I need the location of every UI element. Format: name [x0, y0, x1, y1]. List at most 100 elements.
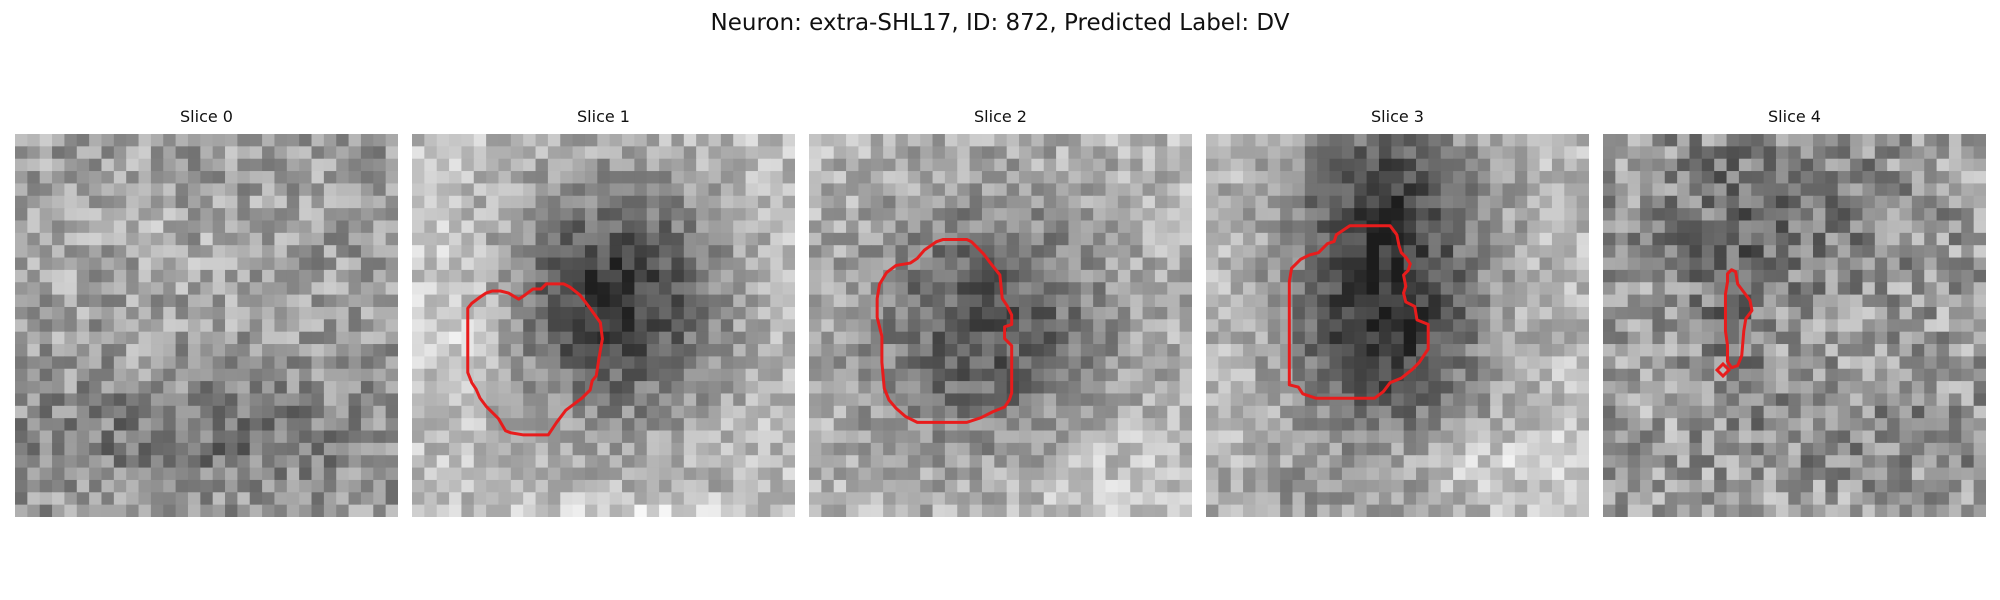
image-pixel	[39, 467, 53, 481]
image-pixel	[1056, 319, 1070, 333]
image-pixel	[1453, 319, 1467, 333]
image-pixel	[1689, 282, 1703, 296]
image-pixel	[560, 134, 574, 147]
image-pixel	[385, 368, 398, 382]
image-pixel	[1366, 319, 1380, 333]
image-pixel	[412, 134, 425, 147]
image-pixel	[1800, 393, 1814, 407]
image-pixel	[1664, 195, 1678, 209]
image-pixel	[498, 467, 512, 481]
image-pixel	[64, 430, 78, 444]
image-pixel	[1701, 368, 1715, 382]
image-pixel	[1317, 146, 1331, 160]
image-pixel	[895, 356, 909, 370]
image-pixel	[1874, 134, 1888, 147]
image-pixel	[150, 418, 164, 432]
image-pixel	[634, 430, 648, 444]
image-pixel	[1255, 158, 1269, 172]
image-pixel	[696, 492, 710, 506]
image-pixel	[225, 344, 238, 357]
image-pixel	[1874, 158, 1888, 172]
image-pixel	[1527, 232, 1541, 246]
image-pixel	[473, 331, 487, 345]
image-pixel	[1117, 405, 1131, 419]
image-pixel	[1800, 368, 1814, 382]
image-pixel	[981, 294, 995, 308]
image-pixel	[1267, 418, 1281, 432]
image-pixel	[1206, 405, 1219, 419]
image-pixel	[473, 208, 487, 222]
image-pixel	[486, 393, 500, 407]
image-pixel	[336, 344, 350, 357]
image-pixel	[1775, 245, 1789, 259]
image-pixel	[1627, 158, 1641, 172]
image-pixel	[175, 195, 189, 209]
image-pixel	[846, 381, 860, 395]
image-pixel	[373, 393, 387, 407]
image-pixel	[1603, 356, 1616, 370]
image-pixel	[870, 158, 884, 172]
image-pixel	[101, 430, 115, 444]
image-pixel	[1267, 492, 1281, 506]
image-pixel	[286, 418, 300, 432]
image-pixel	[646, 455, 660, 469]
image-pixel	[212, 368, 226, 382]
image-pixel	[1255, 232, 1269, 246]
image-pixel	[360, 479, 374, 493]
image-pixel	[89, 134, 103, 147]
image-pixel	[510, 479, 524, 493]
image-pixel	[1440, 381, 1454, 395]
image-pixel	[1664, 368, 1678, 382]
image-pixel	[584, 430, 598, 444]
image-pixel	[757, 492, 771, 506]
image-pixel	[1477, 418, 1491, 432]
image-pixel	[101, 146, 115, 160]
image-pixel	[1154, 381, 1168, 395]
image-pixel	[1093, 183, 1107, 197]
image-pixel	[373, 294, 387, 308]
image-pixel	[336, 479, 350, 493]
image-pixel	[671, 245, 685, 259]
image-pixel	[1206, 195, 1219, 209]
image-pixel	[1280, 504, 1294, 517]
image-pixel	[833, 467, 847, 481]
image-pixel	[1627, 430, 1641, 444]
image-pixel	[572, 269, 586, 283]
image-pixel	[1514, 381, 1528, 395]
image-pixel	[733, 319, 747, 333]
image-pixel	[858, 442, 872, 456]
image-pixel	[1477, 294, 1491, 308]
image-pixel	[461, 393, 475, 407]
image-pixel	[1117, 319, 1131, 333]
image-pixel	[1701, 405, 1715, 419]
image-pixel	[1056, 442, 1070, 456]
image-pixel	[1763, 331, 1777, 345]
image-pixel	[1615, 331, 1629, 345]
image-pixel	[15, 418, 28, 432]
image-pixel	[523, 195, 537, 209]
image-pixel	[920, 418, 934, 432]
image-pixel	[486, 356, 500, 370]
image-pixel	[1043, 245, 1057, 259]
image-pixel	[225, 282, 238, 296]
image-pixel	[683, 220, 697, 234]
image-pixel	[1615, 306, 1629, 320]
image-pixel	[1837, 319, 1851, 333]
image-pixel	[424, 146, 438, 160]
image-pixel	[1440, 306, 1454, 320]
image-pixel	[1627, 393, 1641, 407]
image-pixel	[286, 195, 300, 209]
image-pixel	[1230, 294, 1244, 308]
image-pixel	[994, 368, 1008, 382]
image-pixel	[659, 257, 673, 271]
image-pixel	[1813, 492, 1826, 506]
image-pixel	[708, 455, 722, 469]
image-pixel	[634, 269, 648, 283]
image-pixel	[1813, 232, 1826, 246]
image-pixel	[212, 134, 226, 147]
image-pixel	[1056, 418, 1070, 432]
image-pixel	[262, 381, 276, 395]
image-pixel	[436, 146, 450, 160]
image-pixel	[523, 319, 537, 333]
image-pixel	[1539, 479, 1553, 493]
